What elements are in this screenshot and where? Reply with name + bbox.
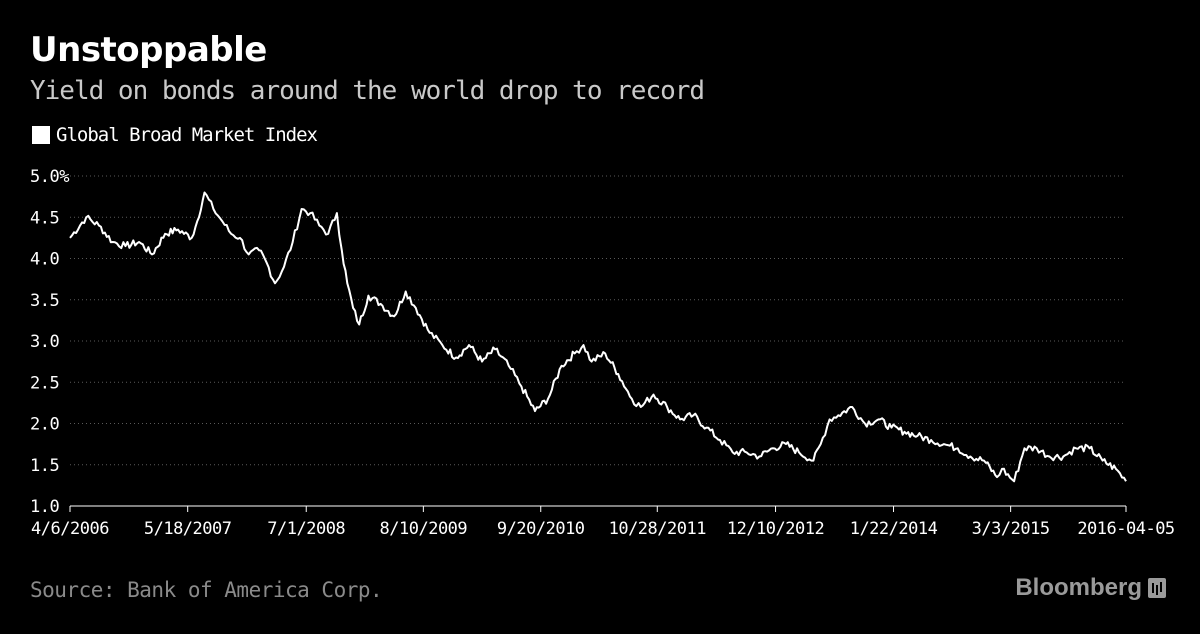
source-note: Source: Bank of America Corp. xyxy=(30,578,383,602)
legend-swatch xyxy=(32,126,50,144)
bloomberg-logo: Bloomberg xyxy=(1015,574,1166,602)
bloomberg-terminal-icon xyxy=(1148,578,1166,598)
x-tick-label: 2016-04-05 xyxy=(1077,519,1174,539)
x-tick-label: 3/3/2015 xyxy=(972,519,1050,539)
x-tick-label: 7/1/2008 xyxy=(267,519,345,539)
x-tick-label: 9/20/2010 xyxy=(497,519,585,539)
chart-title: Unstoppable xyxy=(30,30,267,70)
x-tick-label: 8/10/2009 xyxy=(380,519,468,539)
y-tick-label: 1.5 xyxy=(30,456,59,476)
y-tick-label: 3.0 xyxy=(30,332,59,352)
x-tick-label: 10/28/2011 xyxy=(609,519,707,539)
series-line-global-broad-market-index xyxy=(69,191,1127,483)
chart-legend: Global Broad Market Index xyxy=(32,124,318,146)
y-tick-label: 1.0 xyxy=(30,497,59,517)
x-tick-label: 12/10/2012 xyxy=(727,519,824,539)
x-tick-label: 1/22/2014 xyxy=(850,519,938,539)
legend-label: Global Broad Market Index xyxy=(56,124,318,146)
y-tick-label: 5.0% xyxy=(30,167,69,187)
y-tick-label: 2.0 xyxy=(30,415,59,435)
brand-text: Bloomberg xyxy=(1015,574,1142,601)
y-axis: 5.0% 4.5 4.0 3.5 3.0 2.5 2.0 1.5 1.0 xyxy=(30,167,70,517)
x-tick-label: 4/6/2006 xyxy=(31,519,109,539)
y-tick-label: 4.5 xyxy=(30,208,59,228)
y-tick-label: 3.5 xyxy=(30,291,59,311)
chart-subtitle: Yield on bonds around the world drop to … xyxy=(30,76,705,106)
y-tick-label: 4.0 xyxy=(30,250,59,270)
series-layer xyxy=(69,191,1127,483)
gridlines xyxy=(70,175,1126,466)
y-tick-label: 2.5 xyxy=(30,373,59,393)
x-tick-label: 5/18/2007 xyxy=(144,519,232,539)
x-axis: 4/6/2006 5/18/2007 7/1/2008 8/10/2009 9/20/2… xyxy=(31,505,1175,539)
